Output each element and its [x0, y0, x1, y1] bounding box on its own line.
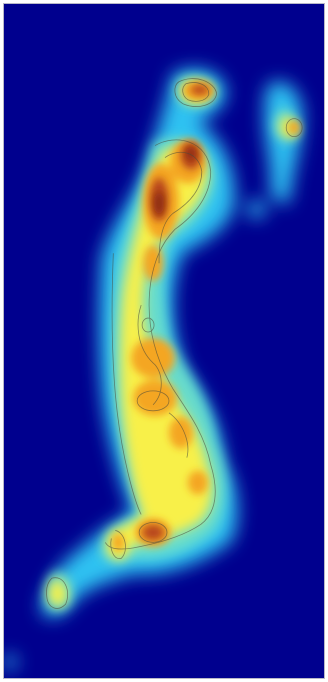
- contour-lines: [46, 78, 303, 609]
- heatmap-frame: [3, 3, 325, 679]
- heatmap-image: [4, 68, 303, 670]
- peak-core-layer: [154, 146, 196, 216]
